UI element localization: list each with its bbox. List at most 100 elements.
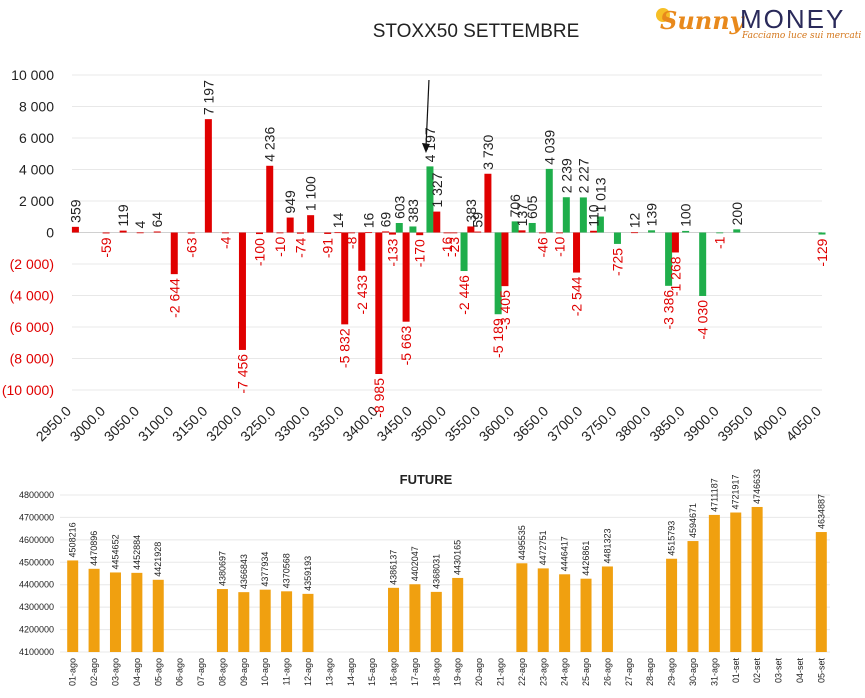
chart2-data-label: 4370568	[282, 553, 292, 588]
chart1-bar	[528, 222, 536, 233]
chart2-x-tick-label: 23-ago	[538, 658, 548, 686]
chart2-bar	[516, 563, 528, 652]
chart1-data-label: 59	[470, 212, 486, 228]
chart1-data-label: 1 100	[303, 176, 319, 211]
chart1-bar	[71, 226, 79, 233]
chart1-bar	[631, 232, 638, 234]
chart1-data-label: 383	[463, 199, 479, 223]
chart1-bar	[238, 232, 246, 350]
chart1-arrow-shaft	[425, 79, 430, 149]
chart1-data-label: 110	[586, 204, 602, 227]
chart2-x-tick-label: 02-set	[752, 658, 762, 684]
chart1-bar	[170, 232, 178, 275]
chart2-x-tick-label: 17-ago	[410, 658, 420, 686]
chart2-x-tick-label: 30-ago	[688, 658, 698, 686]
chart2-data-label: 4472751	[538, 530, 548, 565]
chart2-bar	[409, 584, 421, 652]
logo: Sunny MONEY Facciamo luce sui mercati	[656, 4, 861, 44]
chart1-y-tick-label: (4 000)	[10, 288, 54, 304]
chart2-bar	[687, 541, 699, 652]
chart1-x-tick-label: 3500.0	[408, 403, 450, 445]
chart1-bar	[556, 232, 563, 234]
chart2-bar	[730, 512, 742, 652]
chart2-data-label: 4368031	[431, 554, 441, 589]
chart1-bar	[518, 230, 526, 233]
chart2-y-tick-label: 4500000	[19, 557, 54, 567]
chart1-bar	[382, 231, 390, 233]
chart2-y-tick-label: 4300000	[19, 602, 54, 612]
chart1-bar	[443, 232, 451, 234]
chart2-x-tick-label: 08-ago	[217, 658, 227, 686]
chart1-data-label: -5 832	[337, 328, 353, 368]
chart1-data-label: -133	[384, 238, 400, 266]
chart1-x-tick-label: 4050.0	[783, 403, 825, 445]
chart2-data-label: 4481323	[602, 528, 612, 563]
chart1-bar	[460, 232, 468, 272]
chart2-data-label: 4386137	[389, 550, 399, 585]
chart2-data-label: 4495535	[517, 525, 527, 560]
chart2-x-tick-label: 24-ago	[560, 658, 570, 686]
chart1-data-label: -3 386	[661, 290, 677, 330]
chart2-data-label: 4359193	[303, 556, 313, 591]
chart2-bar	[67, 560, 79, 652]
chart1-data-label: -63	[183, 237, 199, 257]
chart2-x-tick-label: 15-ago	[367, 658, 377, 686]
chart1-x-tick-label: 3600.0	[476, 403, 518, 445]
chart1-data-label: 603	[391, 195, 407, 219]
chart2-bar	[751, 506, 763, 652]
chart1-bar	[450, 232, 458, 234]
chart1-bar	[256, 232, 263, 235]
chart1-bar	[433, 211, 441, 233]
chart1-bar	[334, 232, 342, 234]
chart1-bar	[665, 232, 673, 286]
chart1-bar	[590, 230, 598, 233]
chart2-data-label: 4711187	[709, 478, 719, 512]
chart2-x-tick-label: 18-ago	[431, 658, 441, 686]
chart1-bar	[358, 232, 366, 271]
chart1-bar	[501, 232, 509, 287]
chart2-bar	[559, 574, 571, 652]
chart2-bars	[67, 506, 827, 652]
chart2-x-tick-label: 05-ago	[153, 658, 163, 686]
chart1-data-label: -8	[344, 236, 360, 249]
chart1-bar	[613, 232, 621, 244]
logo-money-text: MONEY	[740, 4, 846, 34]
chart1-y-tick-label: (10 000)	[2, 382, 54, 398]
chart2-data-label: 4402047	[410, 546, 420, 581]
chart1-data-label: -46	[534, 237, 550, 257]
chart1-x-tick-label: 4000.0	[748, 403, 790, 445]
chart1-data-label: -4	[217, 236, 233, 249]
chart1-data-label: 119	[115, 204, 131, 227]
chart1-data-label: -5 189	[490, 318, 506, 358]
chart1-bar	[538, 232, 546, 234]
chart2-bar	[281, 591, 293, 652]
chart2-bar	[601, 566, 613, 652]
chart2-x-tick-label: 22-ago	[517, 658, 527, 686]
chart2-bar	[302, 593, 314, 652]
chart1-data-label: -8 985	[371, 378, 387, 418]
chart2-bar	[537, 568, 549, 652]
chart2-x-tick-label: 31-ago	[709, 658, 719, 686]
chart2-bar	[388, 587, 400, 652]
chart2-y-tick-label: 4200000	[19, 625, 54, 635]
chart2-data-label: 4515793	[667, 521, 677, 556]
chart2-x-tick-label: 09-ago	[239, 658, 249, 686]
chart1-bar	[484, 173, 492, 233]
chart2-data-label: 4421928	[153, 542, 163, 577]
chart1-x-axis: 2950.03000.03050.03100.03150.03200.03250…	[33, 403, 825, 445]
chart2-data-label: 4746633	[752, 469, 762, 504]
chart1-bar	[409, 226, 417, 233]
chart1-bar	[648, 230, 656, 233]
chart2-gridlines	[60, 494, 830, 653]
chart1-data-label: 16	[361, 212, 377, 228]
chart2-x-tick-label: 03-ago	[110, 658, 120, 686]
chart2-y-tick-label: 4600000	[19, 535, 54, 545]
chart1-y-tick-label: 4 000	[19, 162, 54, 178]
chart1-bar	[153, 231, 161, 233]
chart1-bar	[348, 232, 356, 234]
chart1-data-label: -100	[252, 238, 268, 266]
chart1-bar	[596, 216, 604, 233]
chart1-bar	[221, 232, 229, 234]
chart2-bar	[815, 532, 827, 652]
chart2-x-tick-label: 06-ago	[175, 658, 185, 686]
